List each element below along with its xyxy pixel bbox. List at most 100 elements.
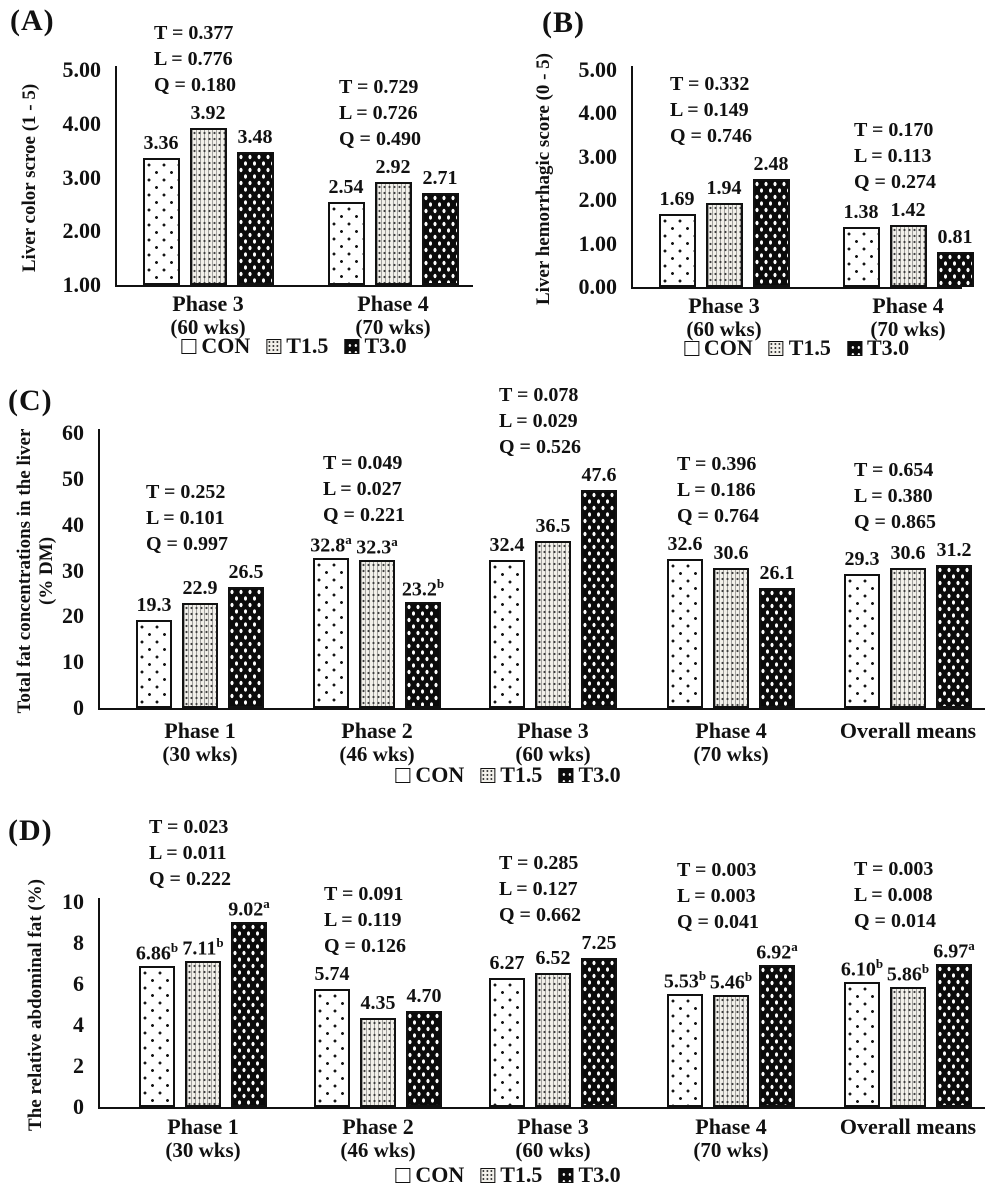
stats-annotation: T = 0.285 L = 0.127 Q = 0.662 xyxy=(499,850,581,928)
bar-t3.0-group5 xyxy=(936,565,972,708)
y-axis-label: Liver hemorrhagic score (0 - 5) xyxy=(533,52,555,304)
stats-line: Q = 0.221 xyxy=(323,503,405,526)
stats-annotation: T = 0.170 L = 0.113 Q = 0.274 xyxy=(854,117,936,195)
stats-line: Q = 0.274 xyxy=(854,171,936,194)
bar-value: 2.48 xyxy=(753,153,789,176)
bar-value-label: 1.42 xyxy=(863,199,953,222)
stats-line: T = 0.285 xyxy=(499,852,579,875)
legend-label: T3.0 xyxy=(364,333,407,358)
bar-value: 6.52 xyxy=(535,947,571,970)
stats-line: Q = 0.014 xyxy=(854,910,936,933)
y-tick-label: 30 xyxy=(62,557,84,583)
stats-line: L = 0.119 xyxy=(324,909,402,932)
stats-line: L = 0.726 xyxy=(339,101,418,124)
bar-t3.0-group3 xyxy=(581,958,617,1107)
stats-annotation: T = 0.003 L = 0.003 Q = 0.041 xyxy=(677,857,759,935)
category-weeks: (30 wks) xyxy=(162,742,238,766)
bar-value-label: 31.2 xyxy=(909,539,999,562)
t3.0-swatch-icon xyxy=(846,340,862,356)
y-tick-label: 10 xyxy=(62,889,84,914)
significance-superscript: a xyxy=(391,533,398,549)
legend-label: CON xyxy=(415,762,465,787)
y-tick-label: 2.00 xyxy=(62,218,102,244)
y-tick-label: 10 xyxy=(62,649,84,675)
stats-line: Q = 0.490 xyxy=(339,127,421,150)
significance-superscript: a xyxy=(345,531,352,547)
stats-annotation: T = 0.252 L = 0.101 Q = 0.997 xyxy=(146,479,228,557)
bar-t3.0-group1 xyxy=(752,179,790,287)
bar-value-label: 1.94 xyxy=(679,177,769,200)
stats-line: Q = 0.180 xyxy=(154,74,236,97)
bar-t1.5-group1 xyxy=(185,961,221,1107)
bar-value-label: 2.92 xyxy=(348,156,438,179)
bar-value-label: 26.1 xyxy=(732,562,822,585)
bar-value: 2.92 xyxy=(375,155,411,178)
bar-value: 30.6 xyxy=(713,541,749,564)
bar-value-label: 32.8a xyxy=(286,532,376,558)
y-axis-line xyxy=(98,429,100,708)
bar-t1.5-group4 xyxy=(713,567,749,708)
bar-value: 2.54 xyxy=(328,176,364,199)
stats-line: Q = 0.526 xyxy=(499,435,581,458)
bar-con-group5 xyxy=(844,573,880,708)
legend-label: CON xyxy=(201,333,251,358)
stats-line: T = 0.003 xyxy=(854,858,934,881)
bar-t1.5-group2 xyxy=(360,1017,396,1107)
legend-label: T1.5 xyxy=(500,1162,543,1187)
bar-t1.5-group5 xyxy=(890,986,926,1107)
t3.0-swatch-icon xyxy=(558,767,574,783)
legend-item-t3.0: T3.0 xyxy=(558,1162,621,1188)
stats-annotation: T = 0.332 L = 0.149 Q = 0.746 xyxy=(670,71,752,149)
y-tick-label: 8 xyxy=(73,930,84,955)
bar-value-label: 7.25 xyxy=(554,932,644,955)
bar-t3.0-group2 xyxy=(405,601,441,708)
chart-panel-c: (C) Total fat concentrations in the liver… xyxy=(0,378,1008,790)
stats-line: T = 0.091 xyxy=(324,883,404,906)
x-category-label: Overall means xyxy=(820,1114,996,1139)
y-tick-label: 4.00 xyxy=(62,110,102,136)
t3.0-swatch-icon xyxy=(344,338,360,354)
legend-item-con: CON xyxy=(683,335,753,361)
bar-value-label: 0.81 xyxy=(910,226,1000,249)
y-tick-label: 6 xyxy=(73,971,84,996)
y-tick-label: 0 xyxy=(73,695,84,720)
legend-item-t1.5: T1.5 xyxy=(480,762,542,788)
x-category-label: Phase 2 (46 wks) xyxy=(290,1114,466,1162)
stats-annotation: T = 0.091 L = 0.119 Q = 0.126 xyxy=(324,881,406,959)
bar-t1.5-group1 xyxy=(705,202,743,287)
bar-value-label: 19.3 xyxy=(109,594,199,617)
stats-annotation: T = 0.049 L = 0.027 Q = 0.221 xyxy=(323,450,405,528)
bar-con-group2 xyxy=(842,227,880,287)
bar-value-label: 2.54 xyxy=(301,176,391,199)
stats-line: L = 0.008 xyxy=(854,884,933,907)
significance-superscript: a xyxy=(263,896,270,912)
bar-con-group2 xyxy=(314,989,350,1107)
bar-value: 31.2 xyxy=(936,539,972,561)
stats-line: Q = 0.997 xyxy=(146,532,228,555)
bar-value-label: 4.35 xyxy=(333,992,423,1015)
bar-value: 32.3 xyxy=(356,536,392,559)
category-weeks: (60 wks) xyxy=(515,1138,591,1162)
x-category-label: Phase 3 (60 wks) xyxy=(120,291,296,339)
bar-value: 36.5 xyxy=(535,514,571,537)
con-swatch-icon xyxy=(181,338,197,354)
legend-label: CON xyxy=(415,1162,465,1187)
stats-line: T = 0.377 xyxy=(154,22,234,45)
bar-t3.0-group1 xyxy=(228,586,264,708)
stats-line: T = 0.332 xyxy=(670,73,750,96)
bar-value: 6.27 xyxy=(489,952,525,975)
bar-t3.0-group5 xyxy=(936,964,972,1107)
bar-t3.0-group1 xyxy=(236,151,274,285)
significance-superscript: a xyxy=(968,938,975,954)
stats-line: L = 0.101 xyxy=(146,506,225,529)
bar-t1.5-group1 xyxy=(189,128,227,285)
category-name: Overall means xyxy=(839,1114,977,1139)
bar-value: 4.70 xyxy=(406,984,442,1007)
category-name: Phase 1 xyxy=(164,718,236,743)
bar-t1.5-group2 xyxy=(889,225,927,287)
significance-superscript: b xyxy=(875,955,884,971)
y-tick-label: 2.00 xyxy=(578,187,618,213)
bar-value-label: 2.48 xyxy=(726,153,816,176)
stats-line: T = 0.252 xyxy=(146,480,226,503)
bar-value: 5.74 xyxy=(314,963,350,986)
